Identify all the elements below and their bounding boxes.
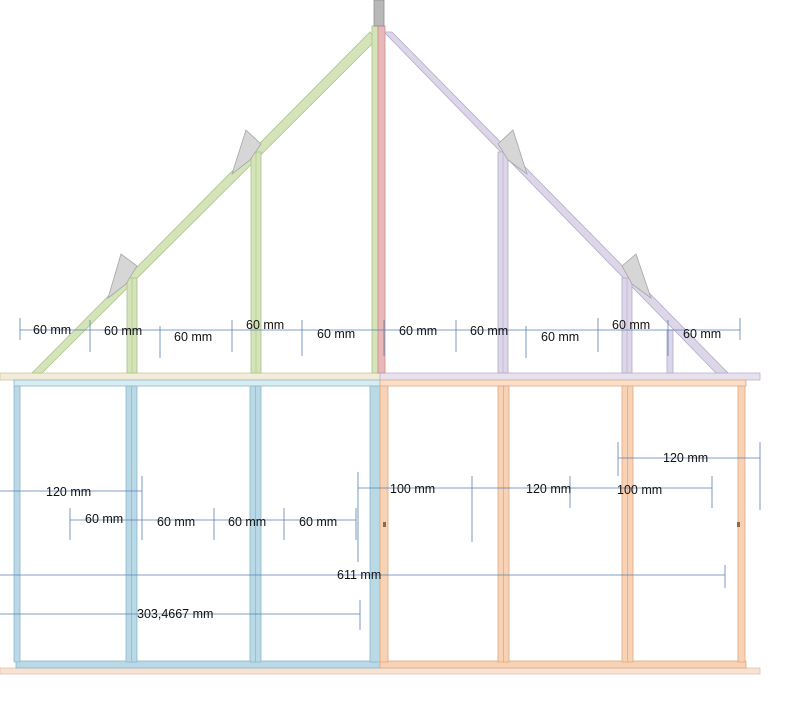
wall-connector-right	[737, 522, 740, 527]
roof-dim-9: 60 mm	[612, 318, 650, 332]
right-stud-cap-2	[621, 253, 652, 300]
left-dim-60-4: 60 mm	[299, 515, 337, 529]
left-rafter	[31, 31, 377, 374]
roof-dim-3: 60 mm	[174, 330, 212, 344]
wall-connector-left	[383, 522, 386, 527]
roof-dim-1: 60 mm	[33, 323, 71, 337]
right-stud-cap-1	[497, 129, 528, 176]
right-dim-100: 100 mm	[390, 482, 435, 496]
left-dim-60-2: 60 mm	[157, 515, 195, 529]
left-dim-60-3: 60 mm	[228, 515, 266, 529]
total-dim-611: 611 mm	[337, 568, 381, 582]
roof-dim-5: 60 mm	[317, 327, 355, 341]
right-dim-120: 120 mm	[526, 482, 571, 496]
roof-dim-4: 60 mm	[246, 318, 284, 332]
roof-dim-10: 60 mm	[683, 327, 721, 341]
left-roof-frame	[31, 31, 377, 374]
left-wall-stud-4	[369, 385, 381, 663]
roof-dim-6: 60 mm	[399, 324, 437, 338]
left-dim-120: 120 mm	[46, 485, 91, 499]
dimension-labels: 60 mm 60 mm 60 mm 60 mm 60 mm 60 mm 60 m…	[33, 318, 721, 621]
left-wall-stud-1	[13, 385, 21, 663]
right-wall-bottom-plate	[379, 660, 747, 669]
ridge-post	[371, 0, 386, 374]
ridge-post-green	[371, 25, 379, 374]
right-rafter	[383, 31, 729, 374]
dimension-lines	[0, 318, 761, 630]
left-wall-frame	[13, 385, 381, 669]
right-wall-frame	[379, 385, 747, 669]
roof-dim-8: 60 mm	[541, 330, 579, 344]
left-stud-cap-1	[107, 253, 138, 300]
left-dim-60-1: 60 mm	[85, 512, 123, 526]
top-plate-left	[0, 372, 381, 381]
right-roof-frame	[383, 31, 729, 374]
wall-top-plate-left	[13, 379, 381, 387]
ridge-cap	[373, 0, 385, 27]
roof-dim-2: 60 mm	[104, 324, 142, 338]
top-plate-right	[379, 372, 761, 381]
roof-dim-7: 60 mm	[470, 324, 508, 338]
right-dim-100b: 100 mm	[617, 483, 662, 497]
bottom-sill-plate	[0, 667, 761, 675]
left-stud-cap-2	[231, 129, 262, 176]
total-dim-303: 303,4667 mm	[137, 607, 213, 621]
wall-top-plate-right	[379, 379, 747, 387]
left-wall-bottom-plate	[15, 660, 381, 669]
right-dim-120-top: 120 mm	[663, 451, 708, 465]
